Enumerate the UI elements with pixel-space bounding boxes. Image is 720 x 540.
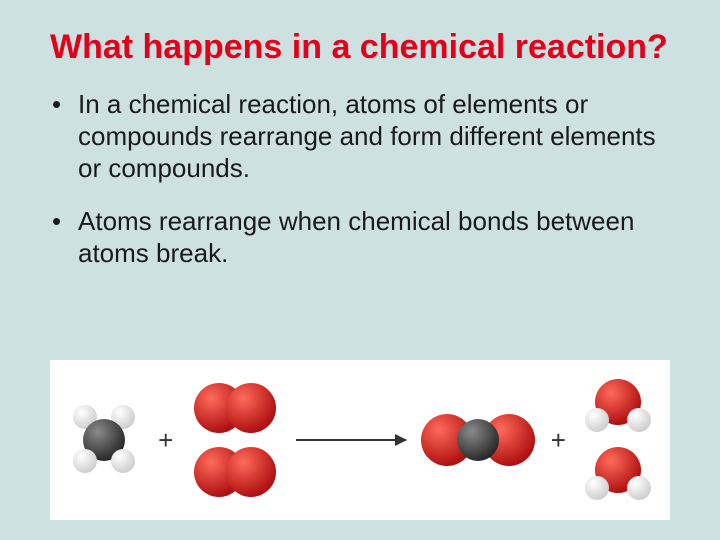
- plus-symbol: +: [158, 425, 173, 456]
- reaction-arrow: [296, 439, 406, 441]
- molecule-oxygen-pair: [187, 380, 283, 500]
- molecule-water: [579, 444, 657, 504]
- slide-title: What happens in a chemical reaction?: [50, 28, 670, 67]
- bullet-item: Atoms rearrange when chemical bonds betw…: [50, 206, 670, 269]
- molecule-oxygen: [187, 444, 283, 500]
- reaction-diagram: + +: [50, 360, 670, 520]
- bullet-item: In a chemical reaction, atoms of element…: [50, 89, 670, 184]
- slide: What happens in a chemical reaction? In …: [0, 0, 720, 540]
- molecule-methane: [63, 399, 145, 481]
- molecule-carbon-dioxide: [419, 410, 537, 470]
- molecule-water: [579, 376, 657, 436]
- molecule-oxygen: [187, 380, 283, 436]
- molecule-water-pair: [579, 376, 657, 504]
- bullet-list: In a chemical reaction, atoms of element…: [50, 89, 670, 270]
- plus-symbol: +: [551, 425, 566, 456]
